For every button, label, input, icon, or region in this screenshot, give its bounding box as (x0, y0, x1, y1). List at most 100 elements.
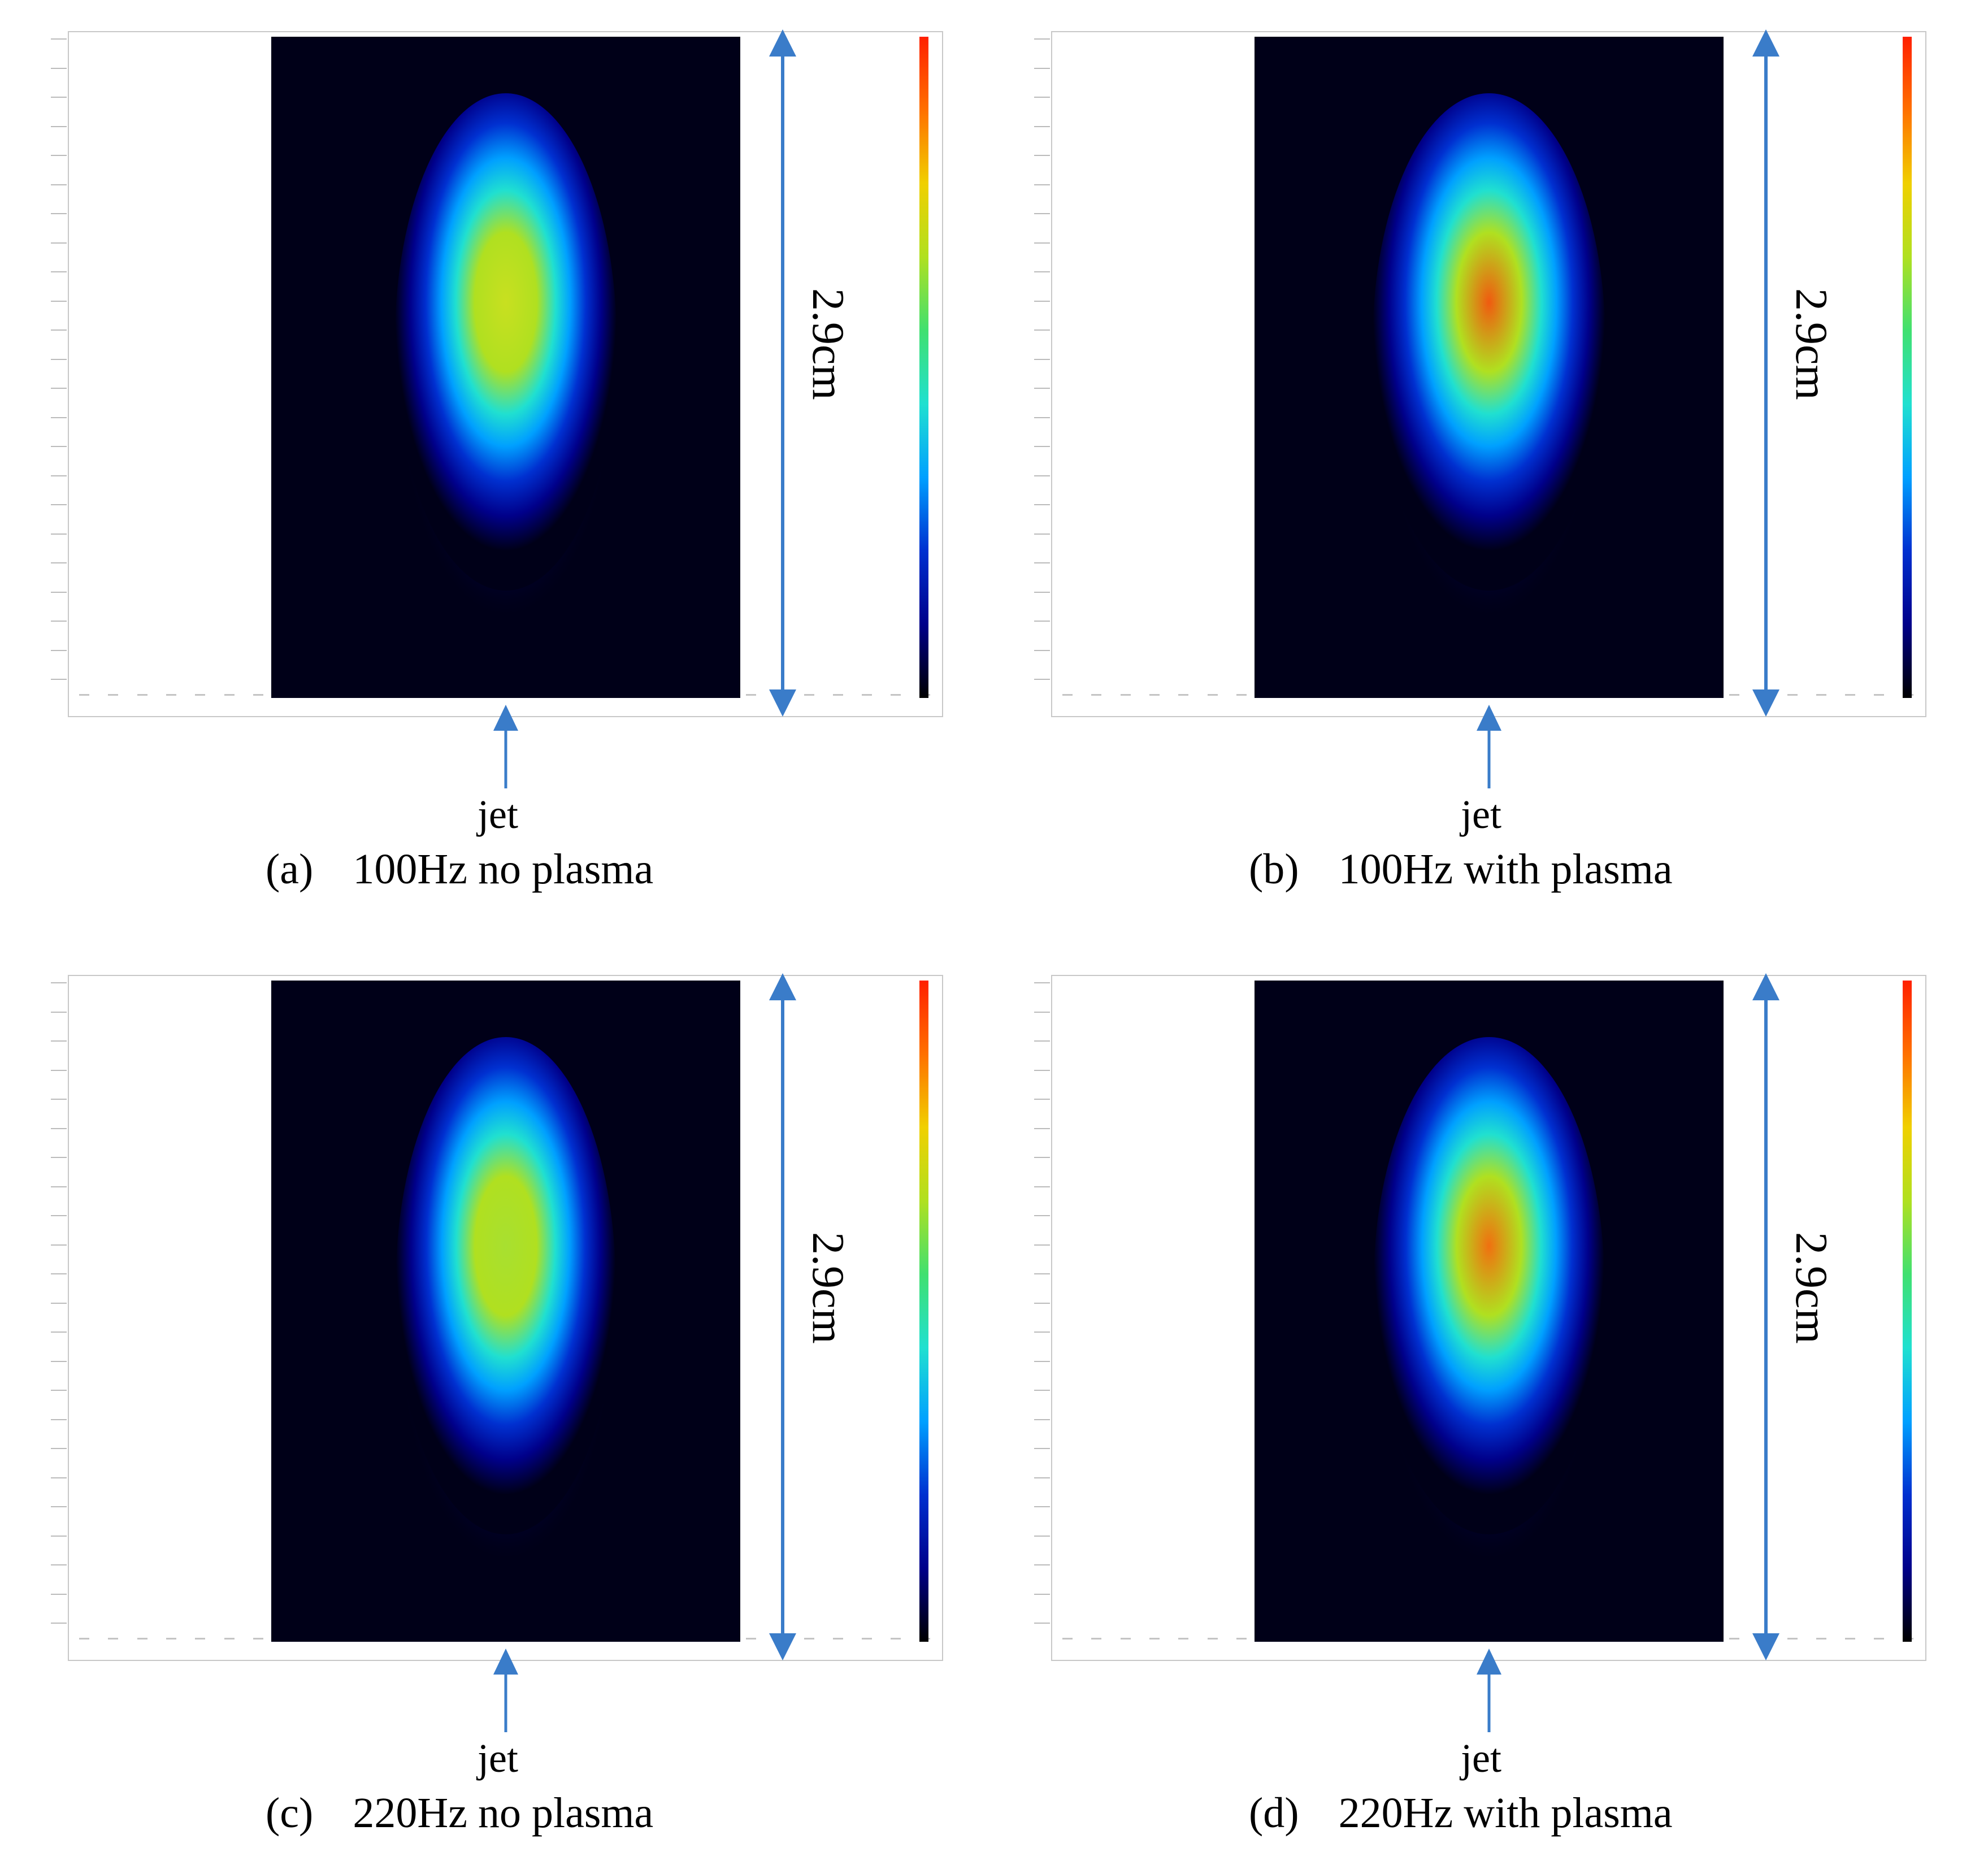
colorbar (1903, 37, 1912, 698)
y-tick (51, 271, 67, 274)
y-tick (1034, 67, 1050, 70)
y-tick (51, 388, 67, 390)
intensity-heatmap (1255, 37, 1724, 698)
caption-letter: (c) (266, 1789, 314, 1837)
x-tick (1236, 1638, 1247, 1640)
y-tick (1034, 1535, 1050, 1538)
y-tick (51, 1477, 67, 1480)
y-tick (51, 242, 67, 245)
plume-core (394, 93, 617, 591)
y-tick (1034, 1419, 1050, 1421)
y-tick (1034, 300, 1050, 303)
x-tick (1729, 1638, 1739, 1640)
plume-core (1373, 93, 1605, 591)
panel-b: 2.9cm jet (b) 100Hz with plasma (1000, 17, 1961, 921)
double-headed-arrow-icon (1749, 28, 1783, 718)
x-tick (1207, 1638, 1218, 1640)
y-tick (51, 213, 67, 215)
y-tick (1034, 1360, 1050, 1363)
colorbar-gradient (919, 37, 928, 698)
x-tick (1729, 694, 1739, 696)
y-tick (51, 38, 67, 41)
y-tick (1034, 1040, 1050, 1043)
jet-label: jet (1461, 792, 1501, 837)
x-tick (1091, 1638, 1102, 1640)
y-tick (51, 125, 67, 128)
y-tick (51, 300, 67, 303)
x-tick (137, 694, 147, 696)
x-tick (1062, 694, 1073, 696)
caption-letter: (b) (1249, 845, 1299, 893)
y-tick (1034, 1127, 1050, 1130)
panel-d: 2.9cm jet (d) 220Hz with plasma (1000, 961, 1961, 1865)
intensity-heatmap (1255, 981, 1724, 1642)
y-tick (51, 1564, 67, 1567)
y-tick (51, 1069, 67, 1072)
y-tick (51, 67, 67, 70)
y-tick (51, 1157, 67, 1159)
plume-core (396, 1037, 616, 1534)
y-tick (51, 621, 67, 623)
x-tick (253, 694, 263, 696)
x-tick (166, 1638, 176, 1640)
caption-title: 100Hz no plasma (353, 845, 654, 893)
up-arrow-icon (489, 1647, 523, 1732)
x-tick (745, 694, 756, 696)
y-tick (51, 417, 67, 419)
double-headed-arrow-icon (766, 972, 800, 1662)
x-tick (804, 694, 814, 696)
x-tick (1062, 1638, 1073, 1640)
panel-caption: (b) 100Hz with plasma (1249, 848, 1673, 891)
y-axis-ticks (1000, 17, 1051, 921)
x-tick (253, 1638, 263, 1640)
caption-title: 100Hz with plasma (1338, 845, 1673, 893)
x-tick (1874, 694, 1885, 696)
x-tick (1845, 1638, 1856, 1640)
y-tick (1034, 38, 1050, 41)
y-tick (1034, 504, 1050, 506)
y-tick (1034, 533, 1050, 536)
y-tick (51, 1535, 67, 1538)
colorbar-gradient (1903, 981, 1912, 1642)
y-tick (51, 1623, 67, 1625)
y-tick (1034, 329, 1050, 332)
y-tick (1034, 621, 1050, 623)
x-tick (862, 694, 873, 696)
caption-letter: (d) (1249, 1789, 1299, 1837)
jet-label: jet (478, 1736, 518, 1781)
y-tick (1034, 1477, 1050, 1480)
y-axis-ticks (17, 961, 68, 1865)
up-arrow-icon (1472, 1647, 1506, 1732)
y-tick (51, 1186, 67, 1189)
y-tick (1034, 1331, 1050, 1334)
y-tick (51, 358, 67, 361)
panel-caption: (d) 220Hz with plasma (1249, 1792, 1673, 1834)
x-tick (195, 1638, 206, 1640)
y-tick (51, 504, 67, 506)
double-headed-arrow-icon (1749, 972, 1783, 1662)
y-tick (51, 679, 67, 681)
caption-letter: (a) (266, 845, 314, 893)
y-tick (1034, 417, 1050, 419)
y-tick (1034, 1448, 1050, 1450)
y-tick (51, 155, 67, 157)
y-tick (1034, 1506, 1050, 1508)
x-tick (832, 694, 843, 696)
panel-caption: (c) 220Hz no plasma (266, 1792, 653, 1834)
plume-core (1373, 1037, 1605, 1534)
x-tick (1207, 694, 1218, 696)
up-arrow-icon (489, 704, 523, 788)
y-tick (51, 1099, 67, 1101)
x-tick (1149, 1638, 1160, 1640)
x-tick (224, 694, 235, 696)
x-tick (1816, 1638, 1826, 1640)
x-tick (745, 1638, 756, 1640)
y-tick (51, 1011, 67, 1014)
y-tick (51, 649, 67, 652)
y-tick (51, 446, 67, 448)
y-tick (51, 1506, 67, 1508)
y-tick (1034, 97, 1050, 99)
y-tick (51, 1448, 67, 1450)
colorbar-gradient (919, 981, 928, 1642)
y-tick (51, 1273, 67, 1276)
